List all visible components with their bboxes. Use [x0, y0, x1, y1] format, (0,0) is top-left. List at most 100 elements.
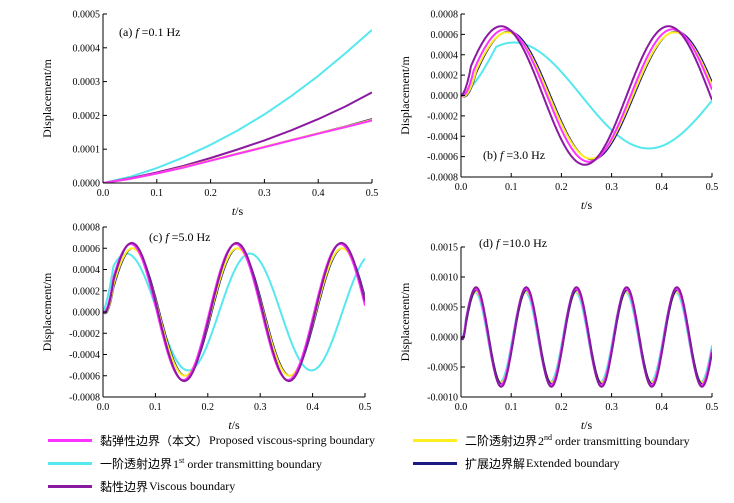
- y-tick-label: 0.0004: [73, 43, 101, 54]
- x-tick-label: 0.4: [312, 188, 325, 199]
- panel-title-freq: =10.0 Hz: [499, 236, 547, 250]
- panel-title-f: f: [135, 25, 140, 39]
- y-tick-label: 0.0002: [73, 286, 101, 297]
- series-group-4: [461, 286, 712, 388]
- y-tick-label: 0.0001: [73, 145, 101, 156]
- chart-panel-4: 0.0 0.1 0.2 0.3 0.4 0.5 -0.0010 -0.0005 0.0000 0.…: [398, 236, 718, 432]
- series-line-viscous: [461, 25, 712, 166]
- panel-title: (a) f =0.1 Hz: [119, 25, 180, 39]
- y-tick-label: -0.0008: [427, 173, 458, 184]
- x-tick-label: 0.3: [258, 188, 271, 199]
- series-line-second: [461, 290, 712, 384]
- chart-panel-3: 0.0 0.1 0.2 0.3 0.4 0.5 -0.0008 -0.0006 -0.0004 -…: [40, 223, 371, 433]
- y-tick-label: 0.0004: [73, 265, 101, 276]
- y-tick-label: 0.0005: [431, 303, 459, 314]
- y-tick-label: -0.0004: [69, 350, 100, 361]
- y-tick-label: -0.0004: [427, 132, 458, 143]
- x-tick-label: 0.3: [605, 402, 618, 413]
- y-tick-label: 0.0002: [431, 71, 459, 82]
- x-tick-label: 0.1: [149, 402, 162, 413]
- x-tick-label: 0.2: [204, 188, 217, 199]
- y-tick-label: -0.0006: [427, 152, 458, 163]
- y-tick-label: -0.0002: [427, 111, 458, 122]
- y-tick-label: -0.0010: [427, 393, 458, 404]
- panel-title-f: f: [500, 148, 505, 162]
- x-tick-label: 0.0: [97, 188, 110, 199]
- panel-title-freq: =5.0 Hz: [169, 230, 211, 244]
- y-tick-label: 0.0000: [431, 333, 459, 344]
- y-tick-label: 0.0008: [73, 223, 101, 234]
- chart-panel-1: 0.0 0.1 0.2 0.3 0.4 0.5 0.0000 0.0001 0.0002 0.00…: [40, 10, 378, 219]
- y-tick-label: -0.0005: [427, 363, 458, 374]
- y-tick-label: -0.0008: [69, 393, 100, 404]
- x-tick-label: 0.0: [455, 402, 468, 413]
- y-tick-label: 0.0015: [431, 243, 459, 254]
- series-line-viscous: [461, 286, 712, 388]
- x-axis-label-unit: /s: [232, 418, 240, 432]
- series-line-viscous: [103, 91, 372, 183]
- x-tick-label: 0.0: [97, 402, 110, 413]
- x-axis-label: t/s: [581, 418, 593, 432]
- series-line-first: [461, 291, 712, 383]
- panel-title-prefix: (c): [149, 230, 165, 244]
- x-axis-label-var: t: [232, 204, 236, 218]
- panel-title-f: f: [496, 236, 501, 250]
- series-group-1: [103, 29, 372, 183]
- series-line-proposed: [461, 288, 712, 386]
- series-line-viscous: [103, 241, 365, 383]
- x-axis-label-var: t: [581, 198, 585, 212]
- y-tick-label: 0.0000: [431, 91, 459, 102]
- y-tick-label: 0.0006: [431, 30, 459, 41]
- y-axis-label: Displacement/m: [398, 56, 412, 135]
- chart-panel-2: 0.0 0.1 0.2 0.3 0.4 0.5 -0.0008 -0.0006 -0.0004 -…: [398, 10, 718, 213]
- x-axis-label: t/s: [581, 198, 593, 212]
- series-line-extended: [461, 289, 712, 385]
- x-tick-label: 0.2: [555, 402, 568, 413]
- series-line-proposed: [103, 119, 372, 183]
- x-tick-label: 0.1: [151, 188, 164, 199]
- x-axis-label-unit: /s: [584, 198, 592, 212]
- x-tick-label: 0.1: [505, 402, 518, 413]
- x-tick-label: 0.1: [505, 182, 518, 193]
- x-axis-label-var: t: [581, 418, 585, 432]
- y-tick-label: 0.0010: [431, 273, 459, 284]
- panel-title-prefix: (a): [119, 25, 135, 39]
- y-tick-label: -0.0002: [69, 329, 100, 340]
- panel-title-freq: =3.0 Hz: [503, 148, 545, 162]
- y-tick-label: 0.0003: [73, 77, 101, 88]
- x-axis-label: t/s: [228, 418, 240, 432]
- series-line-proposed: [461, 28, 712, 163]
- series-group-3: [103, 241, 365, 383]
- x-tick-label: 0.5: [706, 402, 719, 413]
- y-tick-label: 0.0006: [73, 244, 101, 255]
- series-group-2: [461, 25, 712, 166]
- y-tick-label: 0.0000: [73, 179, 101, 190]
- x-tick-label: 0.2: [555, 182, 568, 193]
- panel-title: (c) f =5.0 Hz: [149, 230, 210, 244]
- series-line-first: [103, 252, 365, 372]
- panel-title: (d) f =10.0 Hz: [479, 236, 547, 250]
- y-tick-label: 0.0000: [73, 308, 101, 319]
- y-tick-label: -0.0006: [69, 371, 100, 382]
- y-tick-label: 0.0008: [431, 10, 459, 21]
- x-axis-label-var: t: [228, 418, 232, 432]
- x-tick-label: 0.4: [656, 402, 669, 413]
- y-axis-label: Displacement/m: [40, 59, 54, 138]
- x-tick-label: 0.0: [455, 182, 468, 193]
- x-axis-label: t/s: [232, 204, 244, 218]
- panel-title-prefix: (b): [483, 148, 500, 162]
- x-axis-label-unit: /s: [584, 418, 592, 432]
- x-tick-label: 0.4: [306, 402, 319, 413]
- x-tick-label: 0.5: [366, 188, 379, 199]
- x-tick-label: 0.3: [605, 182, 618, 193]
- panel-title-freq: =0.1 Hz: [139, 25, 181, 39]
- y-axis-label: Displacement/m: [40, 272, 54, 351]
- x-tick-label: 0.5: [359, 402, 372, 413]
- y-tick-label: 0.0005: [73, 10, 101, 21]
- y-tick-label: 0.0004: [431, 50, 459, 61]
- panel-title-f: f: [165, 230, 170, 244]
- x-axis-label-unit: /s: [235, 204, 243, 218]
- x-tick-label: 0.3: [254, 402, 267, 413]
- y-tick-label: 0.0002: [73, 111, 101, 122]
